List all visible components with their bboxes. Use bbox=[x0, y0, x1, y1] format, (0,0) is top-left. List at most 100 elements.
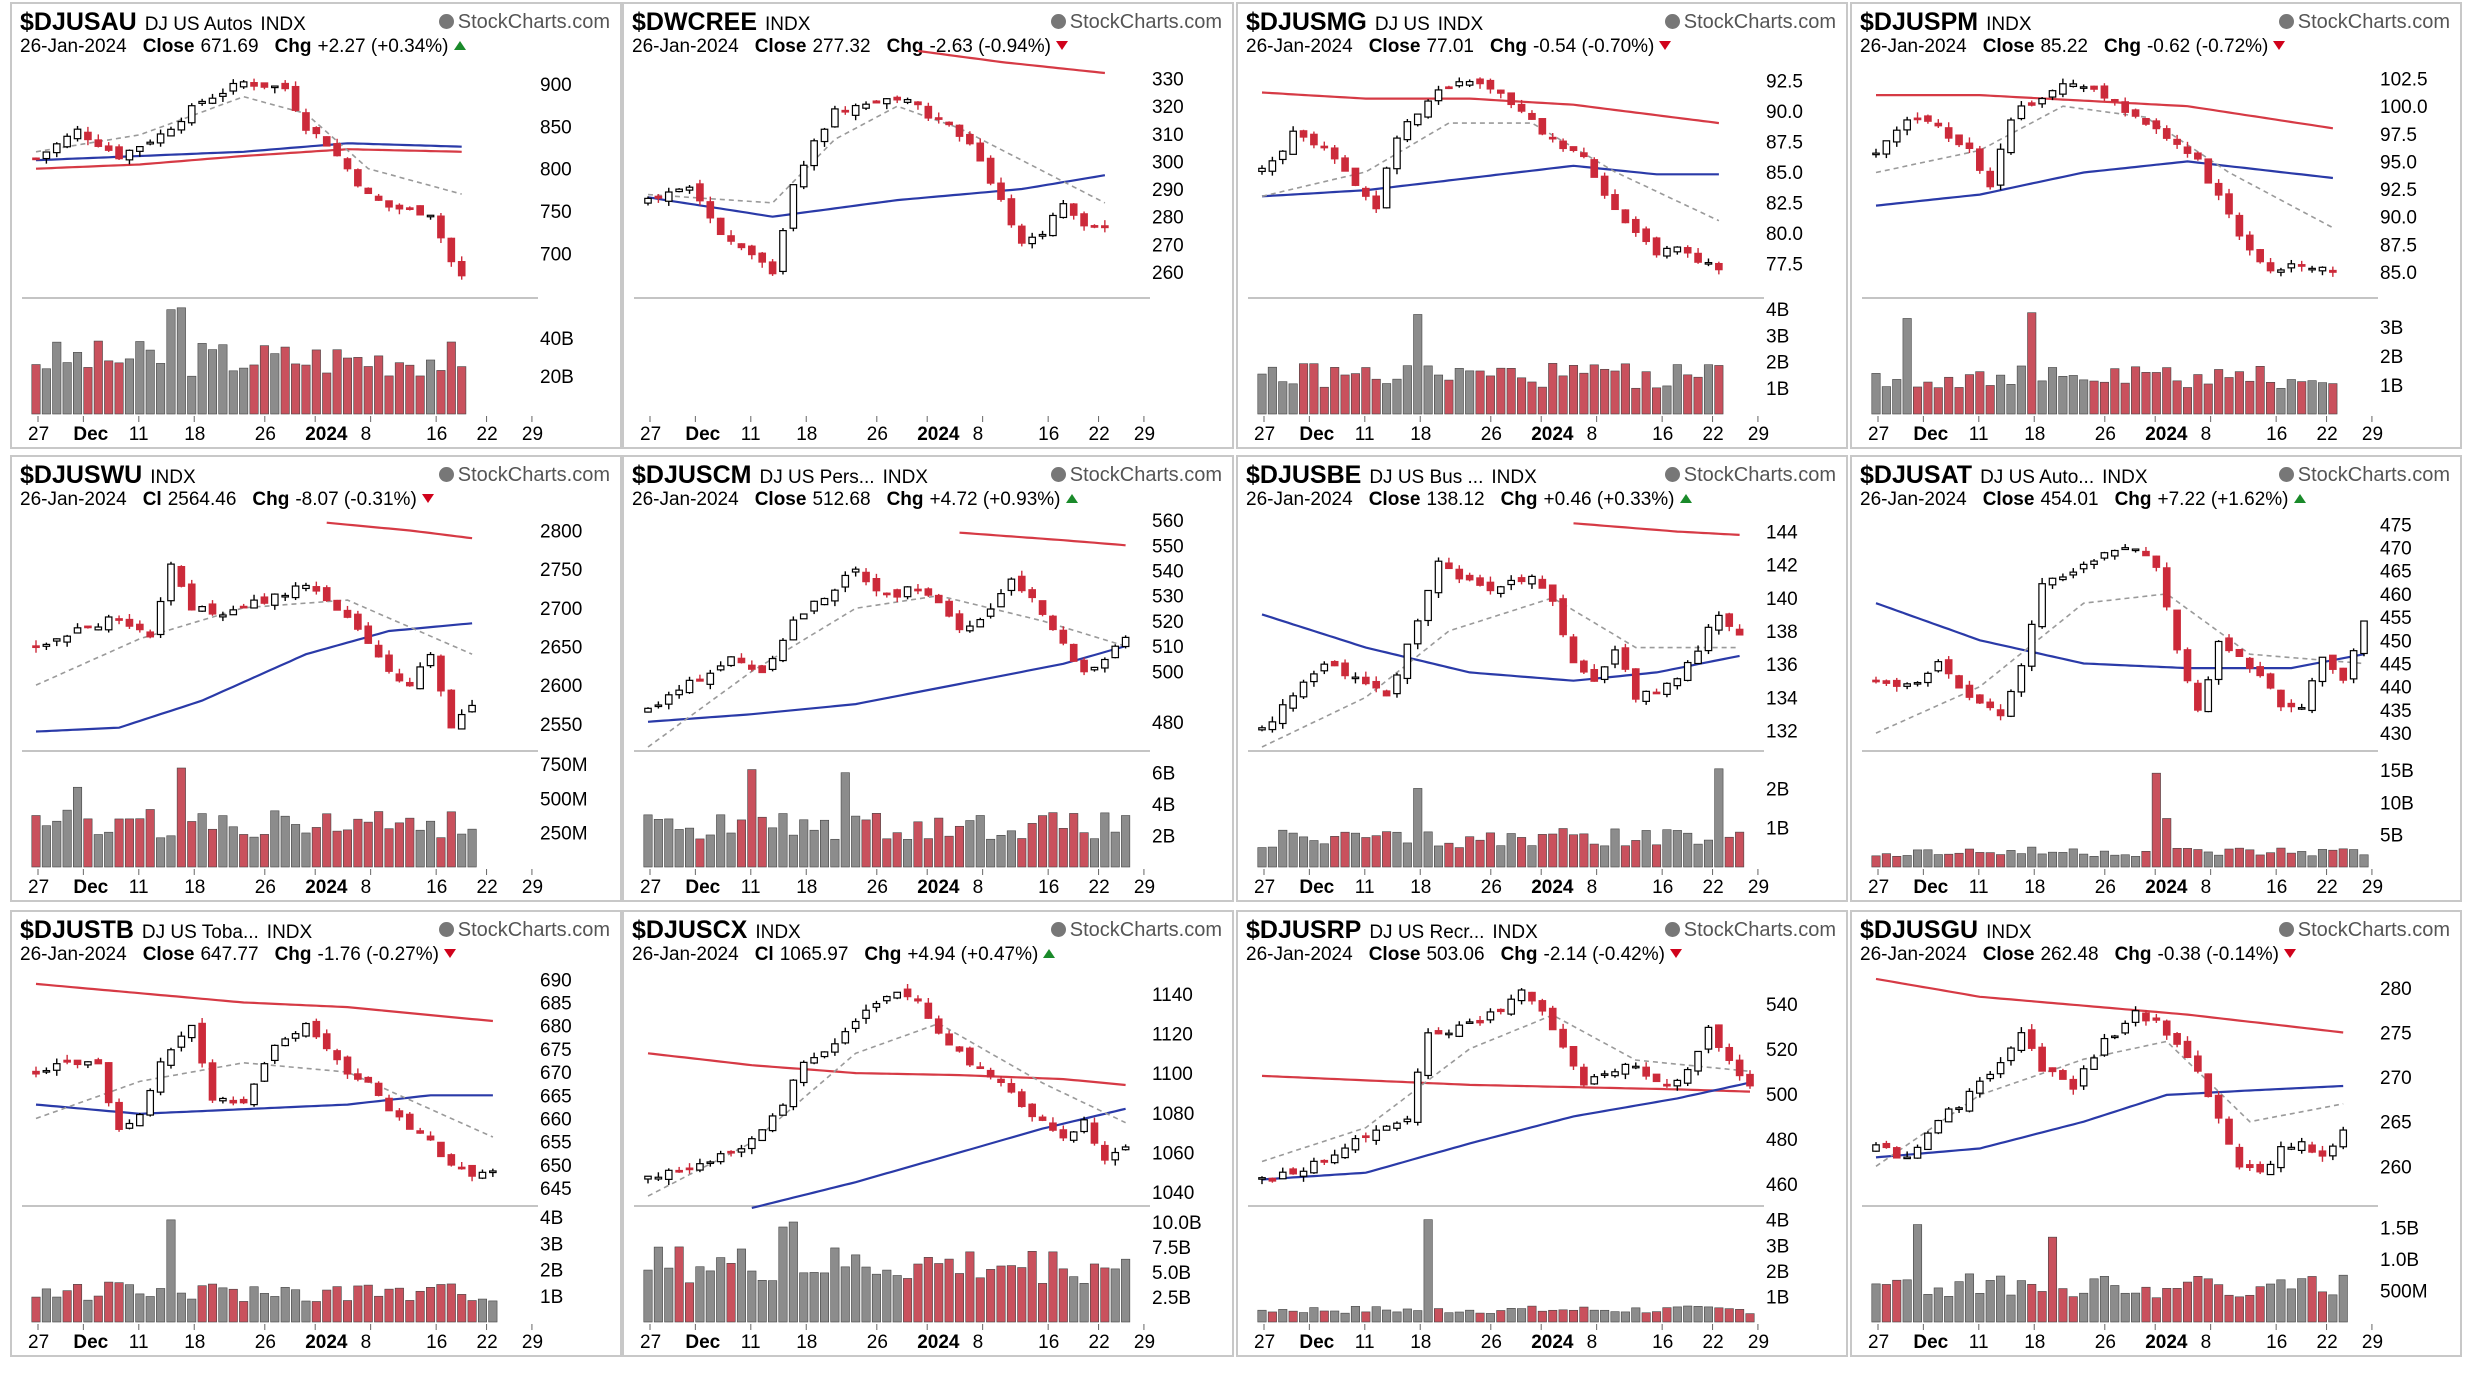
chart-panel[interactable]: $DJUSGU INDX StockCharts.com 26-Jan-2024 Clo… bbox=[1850, 910, 2462, 1357]
candlestick bbox=[1683, 245, 1692, 258]
candle-body bbox=[405, 1113, 414, 1130]
candlestick bbox=[1330, 1149, 1339, 1165]
quote-date: 26-Jan-2024 bbox=[1860, 36, 1967, 57]
candle-body bbox=[758, 1129, 767, 1142]
candle-body bbox=[664, 694, 673, 705]
chart-panel[interactable]: $DJUSTB DJ US Toba... INDX StockCharts.com 2… bbox=[10, 910, 622, 1357]
candlestick bbox=[1017, 570, 1026, 593]
source-text: StockCharts.com bbox=[1069, 464, 1222, 486]
candle-body bbox=[1996, 1062, 2005, 1075]
candle-body bbox=[955, 1046, 964, 1052]
volume-bar bbox=[1933, 854, 1943, 868]
volume-tick-label: 750M bbox=[540, 755, 588, 776]
candlestick bbox=[1559, 594, 1567, 638]
candlestick bbox=[2048, 89, 2057, 101]
candlestick bbox=[758, 251, 767, 268]
candle-body bbox=[1320, 145, 1329, 149]
volume-bar bbox=[1964, 1273, 1974, 1323]
candle-body bbox=[2287, 1146, 2296, 1150]
candle-body bbox=[1986, 1073, 1995, 1080]
price-tick-label: 102.5 bbox=[2380, 70, 2428, 91]
quote-line: 26-Jan-2024 Close 454.01 Chg +7.22 (+1.62%) bbox=[1860, 489, 2306, 511]
chart-panel[interactable]: $DJUSBE DJ US Bus ... INDX StockCharts.com 2… bbox=[1236, 455, 1848, 902]
candle-body bbox=[1289, 695, 1297, 709]
chart-panel[interactable]: $DWCREE INDX StockCharts.com 26-Jan-2024 Clo… bbox=[622, 2, 1234, 449]
candlestick bbox=[354, 610, 362, 632]
candle-body bbox=[405, 681, 414, 687]
chart-panel[interactable]: $DJUSRP DJ US Recr... INDX StockCharts.com 2… bbox=[1236, 910, 1848, 1357]
volume-bar bbox=[52, 820, 62, 868]
candle-body bbox=[260, 82, 269, 88]
candlestick bbox=[1955, 1106, 1963, 1113]
volume-bar bbox=[2006, 384, 2016, 415]
candlestick bbox=[2121, 1020, 2130, 1036]
candlestick bbox=[1121, 635, 1130, 649]
mid-moving-average-line bbox=[1261, 613, 1740, 682]
candle-body bbox=[914, 101, 922, 106]
chart-panel[interactable]: $DJUSAU DJ US Autos INDX StockCharts.com 26-… bbox=[10, 2, 622, 449]
candle-body bbox=[42, 1069, 51, 1073]
chart-panel[interactable]: $DJUSCX INDX StockCharts.com 26-Jan-2024 Cl 1… bbox=[622, 910, 1234, 1357]
volume-bar bbox=[1257, 1309, 1267, 1323]
candlestick bbox=[42, 151, 51, 164]
price-tick-label: 2600 bbox=[540, 676, 582, 697]
volume-bar bbox=[1568, 1309, 1579, 1323]
x-tick-label: 29 bbox=[1134, 1332, 1155, 1353]
candle-body bbox=[997, 1078, 1005, 1083]
chart-panel[interactable]: $DJUSMG DJ US INDX StockCharts.com 26-Jan-20… bbox=[1236, 2, 1848, 449]
candlestick bbox=[426, 214, 435, 220]
volume-bar bbox=[353, 818, 363, 868]
candle-body bbox=[374, 1082, 383, 1096]
candlestick bbox=[2162, 562, 2171, 611]
x-tick-label: 22 bbox=[1089, 424, 1110, 445]
volume-bar bbox=[1745, 1313, 1755, 1323]
x-tick-label: 8 bbox=[1587, 424, 1598, 445]
candlestick bbox=[343, 1055, 352, 1079]
candle-body bbox=[364, 625, 373, 644]
volume-bar bbox=[2234, 371, 2244, 415]
price-tick-label: 1100 bbox=[1152, 1064, 1193, 1085]
candlestick bbox=[1631, 668, 1640, 703]
candle-body bbox=[1590, 668, 1599, 682]
volume-bar bbox=[1944, 376, 1954, 415]
volume-bar bbox=[1069, 813, 1079, 868]
candlestick bbox=[893, 95, 902, 104]
volume-bar bbox=[1038, 1283, 1048, 1323]
candlestick bbox=[986, 603, 995, 619]
volume-bar bbox=[2297, 381, 2307, 415]
candlestick bbox=[1934, 1119, 1943, 1135]
volume-bar bbox=[2141, 372, 2151, 415]
close-value: 277.32 bbox=[812, 36, 871, 57]
volume-bar bbox=[1703, 1306, 1713, 1323]
chart-panel[interactable]: $DJUSWU INDX StockCharts.com 26-Jan-2024 Cl 2… bbox=[10, 455, 622, 902]
candlestick bbox=[934, 593, 943, 604]
long-moving-average-line bbox=[1573, 522, 1740, 536]
candle-body bbox=[94, 139, 103, 147]
candle-body bbox=[644, 707, 652, 713]
volume-bar bbox=[923, 1257, 933, 1323]
candlestick bbox=[94, 134, 103, 148]
candle-body bbox=[239, 605, 248, 609]
candle-body bbox=[675, 689, 683, 696]
chart-panel[interactable]: $DJUSCM DJ US Pers... INDX StockCharts.com 2… bbox=[622, 455, 1234, 902]
candlestick bbox=[1882, 140, 1891, 159]
price-tick-label: 520 bbox=[1766, 1040, 1798, 1061]
candle-body bbox=[1049, 214, 1057, 237]
volume-bar bbox=[1527, 845, 1537, 868]
candlestick bbox=[966, 1046, 974, 1067]
volume-bar bbox=[1871, 1283, 1881, 1323]
candle-body bbox=[1049, 1122, 1057, 1131]
candlestick bbox=[312, 581, 321, 595]
candlestick bbox=[696, 1158, 704, 1173]
candle-body bbox=[872, 578, 881, 592]
chart-panel[interactable]: $DJUSAT DJ US Auto... INDX StockCharts.com 2… bbox=[1850, 455, 2462, 902]
chart-panel[interactable]: $DJUSPM INDX StockCharts.com 26-Jan-2024 Clo… bbox=[1850, 2, 2462, 449]
source-label: StockCharts.com bbox=[438, 464, 610, 487]
candlestick bbox=[1924, 671, 1932, 687]
volume-bar bbox=[2182, 1281, 2193, 1323]
candlestick bbox=[1393, 135, 1401, 175]
x-tick-label: 8 bbox=[973, 424, 984, 445]
candle-body bbox=[104, 145, 113, 151]
candle-body bbox=[966, 1047, 974, 1066]
